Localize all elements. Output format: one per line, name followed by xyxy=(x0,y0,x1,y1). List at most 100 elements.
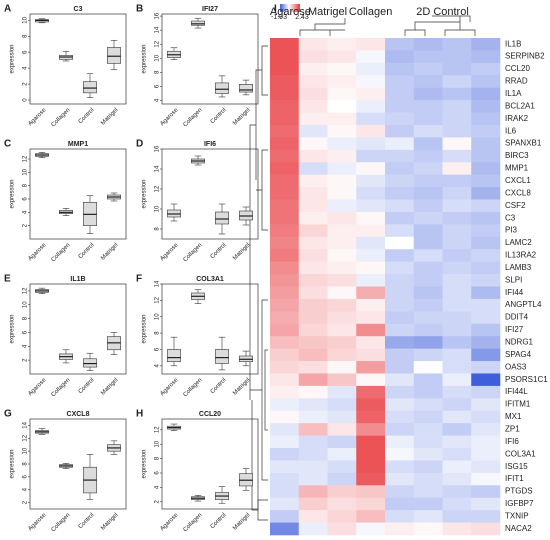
y-tick-label: 10 xyxy=(23,447,29,454)
heatmap-cell xyxy=(385,385,415,399)
row-label: IL1B xyxy=(505,39,521,48)
heatmap-cell xyxy=(327,199,357,213)
heatmap-cell xyxy=(413,423,443,436)
heatmap-cell xyxy=(442,124,472,138)
x-tick-label: Collagen xyxy=(183,512,204,533)
panel-letter: B xyxy=(136,4,143,15)
heatmap-cell xyxy=(356,38,386,51)
heatmap-cell xyxy=(298,460,328,474)
heatmap-cell xyxy=(270,410,300,424)
row-label: IL1A xyxy=(505,89,522,98)
y-tick-label: 0 xyxy=(23,98,29,102)
heatmap-cell xyxy=(270,373,300,387)
heatmap-cell xyxy=(327,485,357,499)
heatmap-cell xyxy=(298,249,328,262)
heatmap-cell xyxy=(413,522,443,536)
heatmap-cell xyxy=(471,298,501,312)
panel-letter: G xyxy=(4,409,12,420)
heatmap-cell xyxy=(327,162,357,175)
heatmap-cell xyxy=(385,373,415,387)
heatmap-cell xyxy=(327,249,357,262)
heatmap-cell xyxy=(442,286,472,300)
heatmap-cell xyxy=(385,336,415,349)
heatmap-cell xyxy=(442,62,472,76)
x-tick-label: Collagen xyxy=(183,107,204,128)
heatmap-cell xyxy=(442,162,472,175)
heatmap-cell xyxy=(298,423,328,436)
heatmap-cell xyxy=(298,124,328,138)
y-tick-label: 12 xyxy=(155,296,161,303)
heatmap-cell xyxy=(270,472,300,486)
heatmap-cell xyxy=(356,348,386,362)
row-label: PSORS1C1 xyxy=(505,375,548,384)
x-tick-label: Control xyxy=(210,377,228,395)
heatmap-cell xyxy=(413,38,443,51)
heatmap-cell xyxy=(471,274,501,287)
row-label: IRAK2 xyxy=(505,114,529,123)
heatmap-cell xyxy=(298,236,328,250)
heatmap-cell xyxy=(413,149,443,163)
heatmap-cell xyxy=(413,137,443,151)
row-label: RRAD xyxy=(505,77,528,86)
heatmap-cell xyxy=(385,448,415,461)
heatmap-cell xyxy=(270,174,300,188)
heatmap-cell xyxy=(356,423,386,436)
heatmap-cell xyxy=(385,423,415,436)
heatmap-cell xyxy=(298,497,328,511)
heatmap-cell xyxy=(327,410,357,424)
heatmap-cell xyxy=(442,336,472,349)
heatmap-cell xyxy=(270,38,300,51)
heatmap-cell xyxy=(413,435,443,449)
heatmap-cell xyxy=(413,336,443,349)
row-label: BIRC3 xyxy=(505,151,529,160)
heatmap-cell xyxy=(413,50,443,64)
heatmap-cell xyxy=(385,100,415,113)
heatmap-cell xyxy=(442,298,472,312)
heatmap-cell xyxy=(327,460,357,474)
heatmap-cell xyxy=(327,149,357,163)
panel-title: IFI27 xyxy=(202,6,218,13)
y-tick-label: 8 xyxy=(23,462,29,466)
y-tick-label: 8 xyxy=(155,227,161,231)
heatmap-cell xyxy=(356,224,386,238)
plot-frame xyxy=(29,283,127,375)
heatmap-cell xyxy=(385,75,415,88)
panel-title: CXCL8 xyxy=(67,411,90,418)
heatmap-cell xyxy=(356,286,386,300)
y-tick-label: 2 xyxy=(23,500,29,504)
heatmap-cell xyxy=(471,261,501,275)
heatmap-cell xyxy=(327,497,357,511)
heatmap-cell xyxy=(413,87,443,101)
row-label: IGFBP7 xyxy=(505,499,534,508)
y-tick-label: 4 xyxy=(23,210,29,214)
heatmap-cell xyxy=(270,361,300,374)
heatmap-cell xyxy=(471,124,501,138)
plot-frame xyxy=(161,13,259,105)
heatmap-cell xyxy=(471,249,501,262)
heatmap-cell xyxy=(327,472,357,486)
y-tick-label: 6 xyxy=(23,197,29,201)
x-tick-label: Agarose xyxy=(159,512,180,533)
box xyxy=(107,47,121,64)
heatmap-cell xyxy=(471,510,501,523)
heatmap-cell xyxy=(327,373,357,387)
panel-title: IL1B xyxy=(70,276,85,283)
heatmap-cell xyxy=(471,236,501,250)
row-label: CCL20 xyxy=(505,64,530,73)
heatmap-cell xyxy=(413,385,443,399)
heatmap-cell xyxy=(471,361,501,374)
heatmap-cell xyxy=(471,522,501,536)
heatmap-cell xyxy=(385,410,415,424)
heatmap-cell xyxy=(327,38,357,51)
panel-letter: H xyxy=(136,409,143,420)
row-label: TXNIP xyxy=(505,511,529,520)
heatmap-cell xyxy=(327,336,357,349)
heatmap-cell xyxy=(298,410,328,424)
x-tick-label: Control xyxy=(78,242,96,260)
heatmap-cell xyxy=(385,224,415,238)
heatmap-cell xyxy=(356,87,386,101)
heatmap-cell xyxy=(298,137,328,151)
heatmap-cell xyxy=(298,385,328,399)
row-label: DDIT4 xyxy=(505,313,529,322)
heatmap-cell xyxy=(471,224,501,238)
